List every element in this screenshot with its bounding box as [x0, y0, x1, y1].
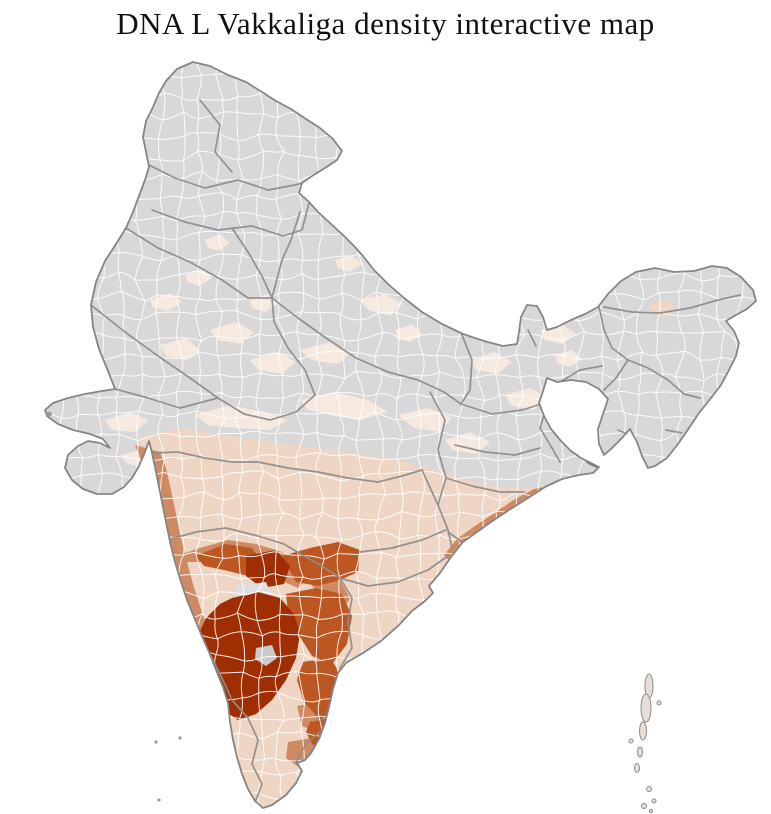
- state-boundary-line: [429, 391, 447, 506]
- island-shape: [649, 809, 653, 813]
- state-boundary-line: [231, 227, 273, 299]
- state-boundary-line: [151, 202, 310, 237]
- state-boundary-line: [559, 365, 603, 383]
- state-boundary-line: [148, 164, 304, 191]
- island-shape: [641, 803, 647, 809]
- state-boundary-line: [231, 699, 263, 801]
- region-bengaluru-urban-enclave[interactable]: [255, 645, 277, 666]
- state-boundary-line: [151, 451, 423, 483]
- island-shape: [639, 721, 647, 741]
- state-boundary-line: [271, 211, 301, 299]
- state-boundary-line: [295, 729, 323, 763]
- region-scattered-low-districts[interactable]: [105, 234, 582, 468]
- region-karnataka-core-north[interactable]: [246, 550, 290, 588]
- state-boundary-line: [359, 529, 447, 553]
- state-boundary-line: [603, 359, 629, 391]
- island-shape: [634, 763, 640, 773]
- island-shape: [640, 693, 652, 723]
- state-boundary-line: [166, 527, 353, 623]
- state-boundary-line: [339, 555, 449, 587]
- map-title: DNA L Vakkaliga density interactive map: [116, 6, 655, 41]
- state-boundary-line: [114, 388, 219, 409]
- island-shape: [656, 700, 662, 706]
- state-boundary-line: [527, 329, 537, 347]
- island-shape: [46, 411, 52, 417]
- island-shape: [628, 738, 634, 744]
- state-boundary-line: [683, 393, 701, 399]
- state-boundary-line: [90, 297, 316, 421]
- island-shape: [646, 786, 652, 792]
- country-outline: [44, 61, 757, 809]
- state-boundary-line: [199, 99, 233, 173]
- andaman-islands[interactable]: [628, 673, 662, 773]
- island-groups: [46, 411, 662, 813]
- nicobar-islands[interactable]: [641, 786, 657, 813]
- island-shape: [154, 740, 158, 744]
- state-boundary-line: [271, 297, 462, 405]
- state-boundary-line: [125, 227, 273, 299]
- state-boundary-line: [454, 444, 541, 456]
- state-boundary-line: [460, 401, 549, 415]
- island-shape: [157, 798, 161, 802]
- state-boundary-line: [551, 447, 561, 463]
- island-shape: [178, 736, 182, 740]
- state-boundary-line: [603, 294, 741, 314]
- state-boundary-line: [665, 429, 683, 434]
- lakshadweep-islets[interactable]: [46, 411, 182, 802]
- region-karnataka-high-belt[interactable]: [196, 542, 360, 752]
- state-boundary-line: [445, 477, 525, 493]
- island-shape: [637, 746, 643, 758]
- region-odisha-inland-belt[interactable]: [428, 468, 549, 546]
- state-boundary-line: [459, 329, 473, 405]
- state-boundary-line: [421, 469, 453, 549]
- island-shape: [651, 798, 657, 804]
